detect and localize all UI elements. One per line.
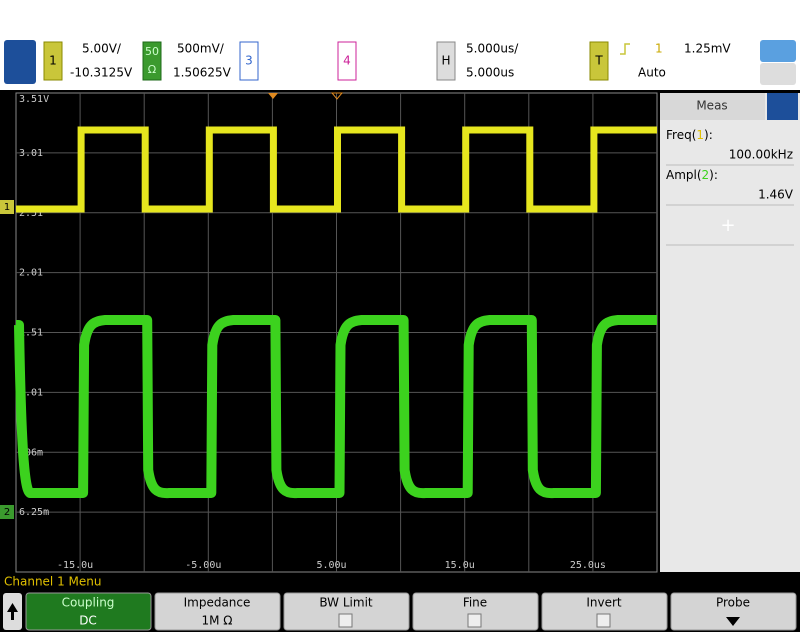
- x-axis-label: -5.00u: [185, 560, 221, 571]
- ch1-number: 1: [49, 54, 57, 68]
- softkey-label: Coupling: [62, 596, 115, 610]
- y-axis-label: 1.01: [19, 387, 43, 398]
- horizontal-badge[interactable]: [436, 41, 456, 81]
- meas-tab-2[interactable]: [767, 93, 798, 120]
- add-measurement[interactable]: +: [720, 215, 735, 236]
- softkey-checkbox[interactable]: [596, 613, 611, 628]
- y-axis-label: 3.51V: [19, 94, 49, 105]
- ch1-offset: -10.3125V: [70, 66, 133, 80]
- x-axis-label: 5.00u: [316, 560, 346, 571]
- meas-label-part: Ampl(: [666, 168, 702, 182]
- meas-value: 1.46V: [758, 188, 794, 202]
- meas-panel: [660, 93, 800, 572]
- menu-back-icon: [7, 603, 18, 620]
- horizontal-delay: 5.000us: [466, 66, 514, 80]
- softkey-checkbox[interactable]: [467, 613, 482, 628]
- trigger-mode: Auto: [638, 66, 666, 80]
- ch2-offset: 1.50625V: [173, 66, 232, 80]
- ch1-ground-marker: [0, 200, 14, 214]
- ch2-badge-bottom: Ω: [148, 63, 156, 76]
- softkeys: Coupling DC Impedance 1M Ω BW Limit Fine Inver…: [25, 592, 797, 631]
- softkey[interactable]: [541, 592, 668, 631]
- trigger-source: 1: [655, 42, 663, 56]
- toolbar: [0, 0, 800, 90]
- ch1-badge[interactable]: [43, 41, 63, 81]
- ch2-badge[interactable]: [142, 41, 162, 81]
- horizontal-badge-text: H: [441, 54, 450, 68]
- meas-label-part: 1: [696, 128, 704, 142]
- menu-title: Channel 1 Menu: [4, 575, 101, 589]
- softkey-value: 1M Ω: [202, 614, 233, 628]
- ch2-marker-label: 2: [4, 507, 10, 518]
- trigger-edge-icon: [620, 43, 630, 55]
- ch2-ground-marker: [0, 505, 14, 519]
- softkey[interactable]: [670, 592, 797, 631]
- ch2-scale: 500mV/: [177, 42, 225, 56]
- softkey-label: Fine: [463, 596, 487, 610]
- ch3-number: 3: [245, 54, 253, 68]
- softkey-label: BW Limit: [319, 596, 373, 610]
- horizontal-scale: 5.000us/: [466, 42, 519, 56]
- meas-tab[interactable]: [660, 93, 765, 120]
- ch4-badge[interactable]: [337, 41, 357, 81]
- ch4-number: 4: [343, 54, 351, 68]
- x-axis-label: -15.0u: [57, 560, 93, 571]
- softkey-checkbox[interactable]: [338, 613, 353, 628]
- meas-items: Freq(1): 100.00kHz Ampl(2): 1.46V: [666, 128, 794, 206]
- zoom-button[interactable]: [760, 40, 796, 62]
- softkey-label: Probe: [716, 596, 750, 610]
- y-axis-label: 506m: [19, 447, 43, 458]
- x-axis-label: 25.0us: [570, 560, 606, 571]
- meas-label-part: ):: [704, 128, 713, 142]
- trigger-badge[interactable]: [589, 41, 609, 81]
- y-axis-label: 1.51: [19, 328, 43, 339]
- ch2-trace: [14, 315, 657, 499]
- meas-label-part: ):: [709, 168, 718, 182]
- ch1-scale: 5.00V/: [82, 42, 122, 56]
- meas-value: 100.00kHz: [729, 148, 793, 162]
- softkey[interactable]: [25, 592, 152, 631]
- delay-marker: [330, 92, 344, 100]
- softkey-label: Impedance: [184, 596, 251, 610]
- softkey[interactable]: [283, 592, 410, 631]
- ch3-badge[interactable]: [239, 41, 259, 81]
- softkey[interactable]: [154, 592, 281, 631]
- meas-label-part: Freq(: [666, 128, 696, 142]
- softkey-value: DC: [79, 614, 97, 628]
- y-axis-label: 6.25m: [19, 507, 49, 518]
- cursor-button[interactable]: [760, 63, 796, 85]
- ch1-trace: [16, 126, 657, 213]
- y-axis-label: 2.51: [19, 208, 43, 219]
- meas-label-part: 2: [702, 168, 710, 182]
- softkey-arrow: [726, 617, 740, 626]
- meas-title: Meas: [696, 99, 727, 113]
- meas-label: Freq(1):: [666, 128, 713, 142]
- ch2-badge-top: 50: [145, 45, 159, 58]
- ch1-marker-label: 1: [4, 202, 10, 213]
- trigger-position-marker: [268, 93, 278, 99]
- meas-label: Ampl(2):: [666, 168, 718, 182]
- softkey[interactable]: [412, 592, 539, 631]
- softkey-label: Invert: [586, 596, 622, 610]
- y-axis-label: 3.01: [19, 148, 43, 159]
- menu-icon[interactable]: [4, 40, 36, 84]
- trigger-level: 1.25mV: [684, 42, 731, 56]
- waveforms: [14, 126, 657, 499]
- y-axis-label: 2.01: [19, 268, 43, 279]
- x-axis-label: 15.0u: [445, 560, 475, 571]
- trigger-badge-text: T: [594, 54, 603, 68]
